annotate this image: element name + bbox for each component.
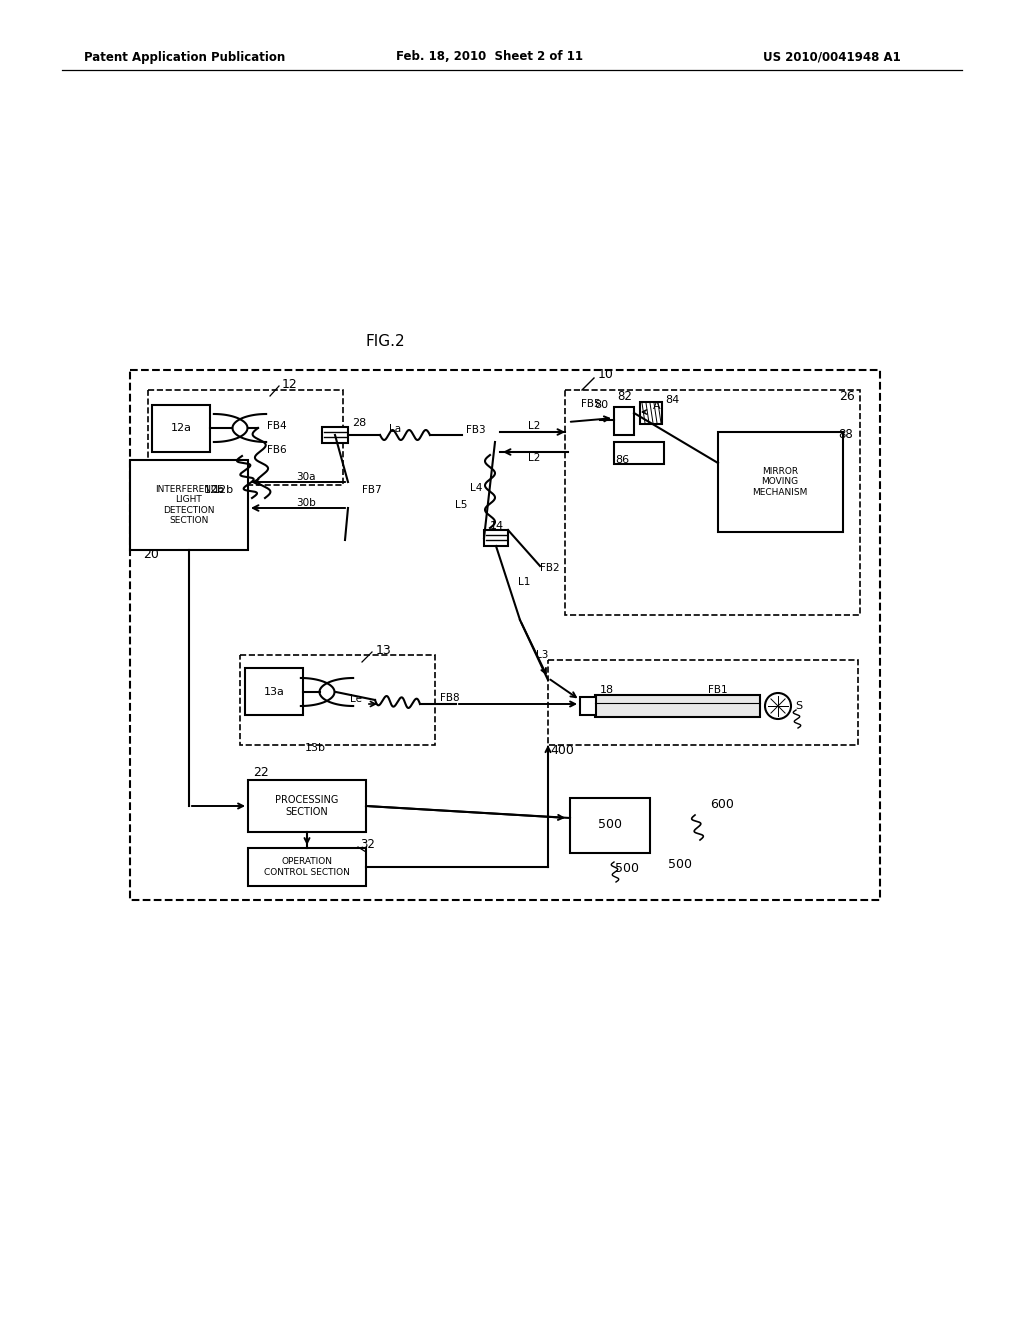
Text: 10: 10 [598, 368, 613, 381]
Bar [152, 405, 210, 451]
Text: La: La [389, 424, 401, 434]
Text: 12: 12 [282, 378, 298, 391]
Text: 88: 88 [838, 428, 853, 441]
Bar [130, 370, 880, 900]
Text: 30b: 30b [296, 498, 315, 508]
Bar [548, 660, 858, 744]
Text: FIG.2: FIG.2 [366, 334, 404, 350]
Text: Feb. 18, 2010  Sheet 2 of 11: Feb. 18, 2010 Sheet 2 of 11 [396, 50, 584, 63]
Bar [570, 799, 650, 853]
Bar [614, 442, 664, 465]
Text: FB5: FB5 [582, 399, 601, 409]
Bar [580, 697, 596, 715]
Text: 86: 86 [615, 455, 629, 465]
Text: 30a: 30a [296, 473, 315, 482]
Text: 13a: 13a [263, 686, 285, 697]
Text: 500: 500 [615, 862, 639, 874]
Text: 20: 20 [143, 549, 159, 561]
Bar [248, 780, 366, 832]
Bar [484, 531, 508, 546]
Text: 13b: 13b [305, 743, 326, 752]
Text: 13: 13 [376, 644, 392, 656]
Text: L2: L2 [527, 421, 541, 432]
Text: 12b: 12b [204, 484, 225, 495]
Text: FB1: FB1 [709, 685, 728, 696]
Text: 26: 26 [840, 389, 855, 403]
Text: PROCESSING
SECTION: PROCESSING SECTION [275, 795, 339, 817]
Bar [614, 407, 634, 436]
Bar [565, 389, 860, 615]
Text: Patent Application Publication: Patent Application Publication [84, 50, 286, 63]
Text: A: A [653, 401, 660, 411]
Bar [245, 668, 303, 715]
Text: Le: Le [350, 694, 362, 704]
Bar [240, 655, 435, 744]
Text: FB8: FB8 [440, 693, 460, 704]
Text: FB2: FB2 [540, 564, 560, 573]
Text: 12a: 12a [171, 422, 191, 433]
Text: 14: 14 [490, 521, 504, 531]
Bar [148, 389, 343, 484]
Text: 22: 22 [253, 767, 268, 780]
Text: 80: 80 [594, 400, 608, 411]
Text: FB4: FB4 [267, 421, 287, 432]
Text: 28: 28 [352, 418, 367, 428]
Text: MIRROR
MOVING
MECHANISM: MIRROR MOVING MECHANISM [753, 467, 808, 496]
Text: FB6: FB6 [267, 445, 287, 455]
Text: L2: L2 [527, 453, 541, 463]
Text: INTERFERENCE
LIGHT
DETECTION
SECTION: INTERFERENCE LIGHT DETECTION SECTION [155, 484, 223, 525]
Text: L1: L1 [518, 577, 530, 587]
Text: OPERATION
CONTROL SECTION: OPERATION CONTROL SECTION [264, 857, 350, 876]
Text: 18: 18 [600, 685, 614, 696]
Text: L4: L4 [470, 483, 482, 492]
Bar [640, 403, 662, 424]
Bar [322, 426, 348, 444]
Text: 500: 500 [668, 858, 692, 871]
Bar [718, 432, 843, 532]
Text: L3: L3 [536, 649, 549, 660]
Text: 12b: 12b [213, 484, 234, 495]
Text: 600: 600 [710, 799, 734, 812]
Text: 400: 400 [550, 743, 573, 756]
Bar [595, 696, 760, 717]
Text: L5: L5 [455, 500, 467, 510]
Text: 82: 82 [617, 391, 633, 404]
Text: US 2010/0041948 A1: US 2010/0041948 A1 [763, 50, 901, 63]
Bar [130, 459, 248, 550]
Text: 84: 84 [665, 395, 679, 405]
Text: FB3: FB3 [466, 425, 485, 436]
Text: FB7: FB7 [362, 484, 382, 495]
Text: 500: 500 [598, 818, 622, 832]
Text: S: S [795, 701, 802, 711]
Text: 32: 32 [360, 838, 375, 851]
Bar [248, 847, 366, 886]
